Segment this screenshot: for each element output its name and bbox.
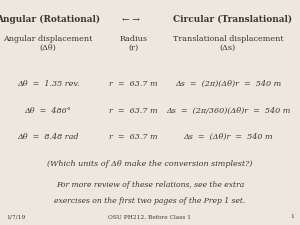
Text: ← →: ← →: [122, 15, 140, 24]
Text: Δs  =  (2π/360)(Δθ)r  =  540 m: Δs = (2π/360)(Δθ)r = 540 m: [166, 107, 290, 115]
Text: Δθ  =  8.48 rad: Δθ = 8.48 rad: [17, 133, 79, 141]
Text: Angular (Rotational): Angular (Rotational): [0, 15, 100, 24]
Text: r  =  63.7 m: r = 63.7 m: [109, 80, 158, 88]
Text: 1: 1: [290, 214, 294, 219]
Text: (Which units of Δθ make the conversion simplest?): (Which units of Δθ make the conversion s…: [47, 160, 253, 168]
Text: Radius
(r): Radius (r): [119, 35, 148, 52]
Text: exercises on the first two pages of the Prep 1 set.: exercises on the first two pages of the …: [54, 197, 246, 205]
Text: Δs  =  (Δθ)r  =  540 m: Δs = (Δθ)r = 540 m: [183, 133, 273, 141]
Text: Δθ  =  1.35 rev.: Δθ = 1.35 rev.: [17, 80, 79, 88]
Text: r  =  63.7 m: r = 63.7 m: [109, 107, 158, 115]
Text: Translational displacement
(Δs): Translational displacement (Δs): [173, 35, 283, 52]
Text: 1/7/19: 1/7/19: [6, 214, 25, 219]
Text: For more review of these relations, see the extra: For more review of these relations, see …: [56, 181, 244, 189]
Text: r  =  63.7 m: r = 63.7 m: [109, 133, 158, 141]
Text: Angular displacement
(Δθ): Angular displacement (Δθ): [3, 35, 93, 52]
Text: Circular (Translational): Circular (Translational): [173, 15, 292, 24]
Text: Δθ  =  486°: Δθ = 486°: [25, 107, 71, 115]
Text: Δs  =  (2π)(Δθ)r  =  540 m: Δs = (2π)(Δθ)r = 540 m: [175, 80, 281, 88]
Text: OSU PH212, Before Class 1: OSU PH212, Before Class 1: [109, 214, 191, 219]
